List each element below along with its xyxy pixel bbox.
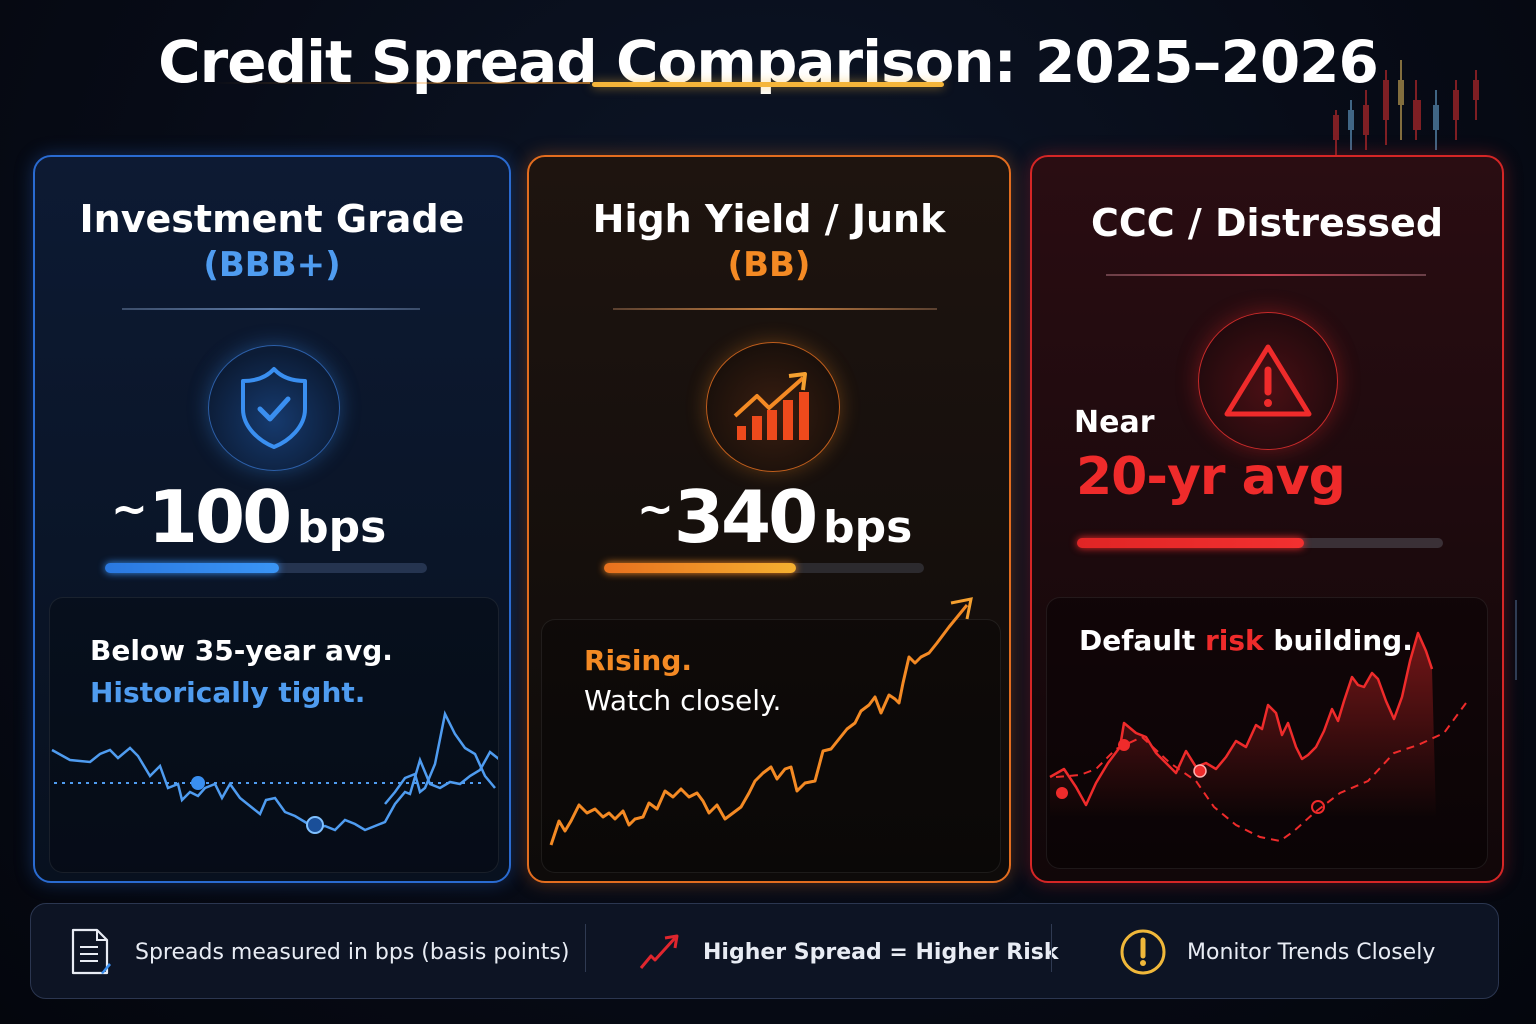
title-glow-line — [210, 82, 590, 84]
legend-text: Spreads measured in bps (basis points) — [135, 939, 570, 965]
alert-circle-icon — [1119, 928, 1167, 976]
card-title: High Yield / Junk — [592, 197, 946, 241]
panel-subline: Watch closely. — [584, 684, 782, 717]
spread-gauge — [1077, 538, 1443, 548]
card-divider — [122, 308, 420, 310]
card-rating: (BB) — [727, 245, 811, 285]
trend-up-arrow-icon — [637, 932, 681, 972]
legend-text: Monitor Trends Closely — [1187, 939, 1436, 965]
legend-item-units: Spreads measured in bps (basis points) — [69, 904, 569, 1000]
card-high-yield: High Yield / Junk (BB) ~340 bps Rising. W… — [527, 155, 1011, 883]
footer-legend: Spreads measured in bps (basis points) H… — [30, 903, 1499, 999]
card-title: Investment Grade — [79, 197, 465, 241]
shield-check-icon — [208, 345, 340, 471]
card-rating: (BBB+) — [203, 245, 341, 285]
spread-value: ~340 bps — [637, 475, 913, 559]
card-investment-grade: Investment Grade (BBB+) ~100 bps Below 35… — [33, 155, 511, 883]
card-ccc-distressed: CCC / Distressed Near 20-yr avg Default … — [1030, 155, 1504, 883]
spread-gauge-fill — [604, 563, 796, 573]
spread-gauge-fill — [1077, 538, 1304, 548]
document-icon — [69, 927, 113, 977]
warning-triangle-icon — [1198, 312, 1338, 450]
spread-label-near: Near — [1074, 405, 1155, 440]
rising-bar-chart-icon — [706, 342, 840, 472]
spread-value: ~100 bps — [111, 475, 387, 559]
spread-trend-chart — [549, 597, 973, 846]
spread-value: 20-yr avg — [1076, 447, 1346, 507]
title-underline — [592, 82, 944, 87]
legend-separator — [1051, 924, 1052, 972]
spread-trend-chart — [1049, 631, 1467, 843]
card-divider — [613, 308, 937, 310]
spread-gauge-fill — [105, 563, 279, 573]
panel-headline: Default risk building. — [1079, 624, 1413, 657]
spread-gauge — [105, 563, 427, 573]
card-divider — [1106, 274, 1426, 276]
panel-subline: Historically tight. — [90, 676, 366, 709]
legend-item-monitor: Monitor Trends Closely — [1119, 904, 1435, 1000]
spread-trend-chart — [51, 710, 498, 834]
spread-gauge — [604, 563, 924, 573]
panel-headline: Rising. — [584, 644, 693, 677]
trend-panel: Below 35-year avg. Historically tight. — [49, 597, 499, 873]
legend-text: Higher Spread = Higher Risk — [703, 939, 1059, 965]
trend-panel: Rising. Watch closely. — [541, 619, 1001, 873]
legend-separator — [585, 924, 586, 972]
card-title: CCC / Distressed — [1090, 201, 1444, 245]
legend-item-risk: Higher Spread = Higher Risk — [637, 904, 1059, 1000]
panel-headline: Below 35-year avg. — [90, 634, 393, 667]
